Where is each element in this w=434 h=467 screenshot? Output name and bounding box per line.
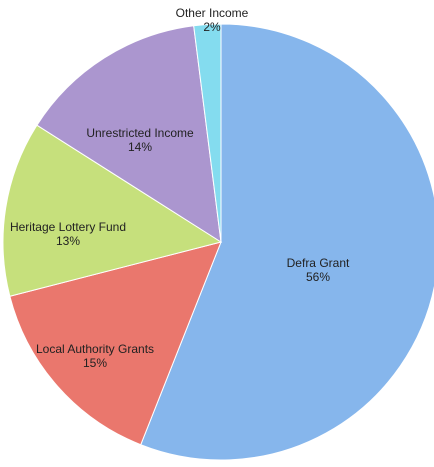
slice-label-box: Local Authority Grants 15%	[35, 342, 155, 370]
category-label: Unrestricted Income	[86, 126, 194, 140]
slice-label-box: Unrestricted Income 14%	[70, 126, 210, 154]
category-label: Defra Grant	[286, 256, 350, 270]
slice-label-box: Other Income 2%	[152, 6, 272, 34]
pie-slice	[140, 23, 434, 461]
value-label: 14%	[127, 140, 153, 154]
slice-label-box: Defra Grant 56%	[248, 256, 388, 284]
value-label: 13%	[55, 234, 81, 248]
category-label: Other Income	[175, 6, 249, 20]
pie-slice	[193, 23, 222, 243]
category-label: Heritage Lottery Fund	[9, 220, 127, 234]
value-label: 2%	[203, 20, 221, 34]
pie-slice	[9, 241, 222, 446]
pie-slice	[2, 124, 223, 297]
pie-slice	[36, 25, 222, 243]
slice-label-box: Heritage Lottery Fund 13%	[8, 220, 128, 248]
category-label: Local Authority Grants	[35, 342, 155, 356]
value-label: 15%	[82, 356, 108, 370]
value-label: 56%	[305, 270, 331, 284]
